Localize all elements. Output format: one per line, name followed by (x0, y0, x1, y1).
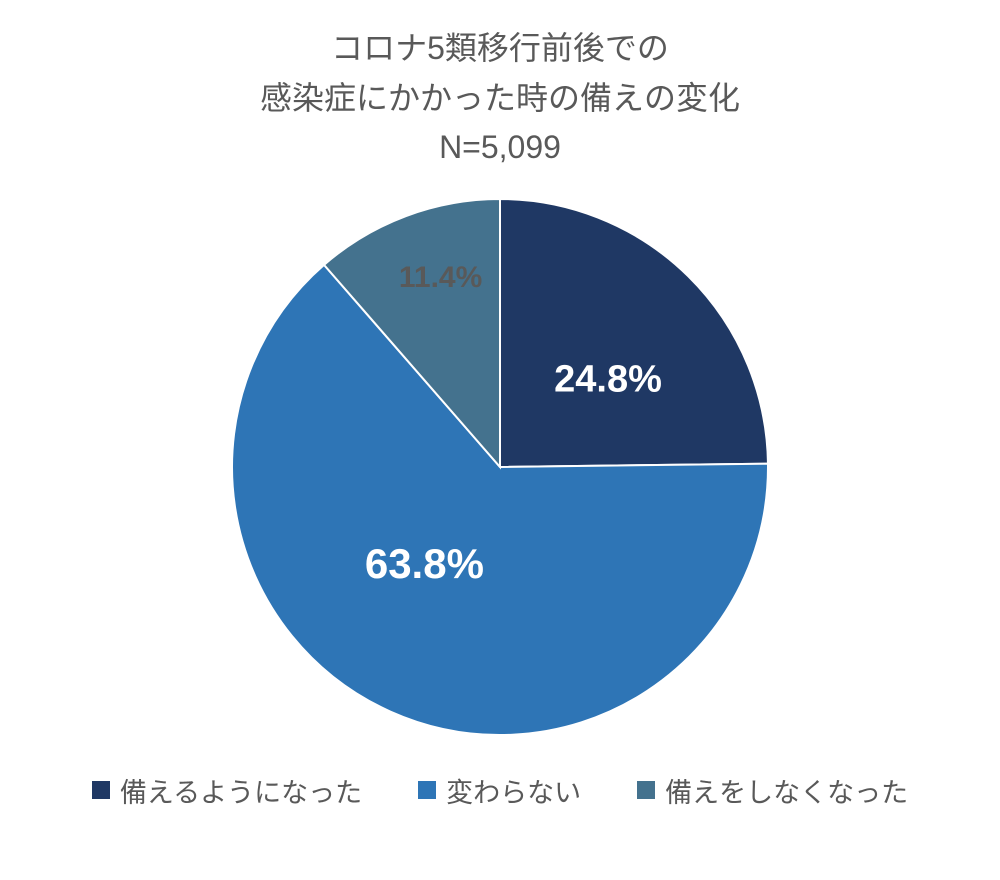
chart-titles: コロナ5類移行前後での 感染症にかかった時の備えの変化 N=5,099 (0, 0, 1000, 173)
legend-swatch-0 (92, 781, 110, 799)
legend-label-1: 変わらない (446, 771, 581, 810)
pie-slice (500, 199, 768, 467)
chart-title-line-1: コロナ5類移行前後での (0, 24, 1000, 74)
pie-svg (230, 197, 770, 737)
slice-label-2: 11.4% (399, 261, 482, 295)
legend-item-2: 備えをしなくなった (637, 771, 908, 810)
legend-item-1: 変わらない (418, 771, 581, 810)
slice-label-1: 63.8% (365, 540, 484, 588)
pie-chart: 24.8% 63.8% 11.4% (230, 197, 770, 737)
chart-title-line-2: 感染症にかかった時の備えの変化 (0, 74, 1000, 124)
legend: 備えるようになった 変わらない 備えをしなくなった (0, 771, 1000, 810)
chart-container: コロナ5類移行前後での 感染症にかかった時の備えの変化 N=5,099 24.8… (0, 0, 1000, 880)
legend-label-2: 備えをしなくなった (665, 771, 908, 810)
legend-label-0: 備えるようになった (120, 771, 362, 810)
chart-title-line-3: N=5,099 (0, 123, 1000, 173)
legend-swatch-2 (637, 781, 655, 799)
legend-item-0: 備えるようになった (92, 771, 362, 810)
slice-label-0: 24.8% (554, 359, 662, 402)
legend-swatch-1 (418, 781, 436, 799)
